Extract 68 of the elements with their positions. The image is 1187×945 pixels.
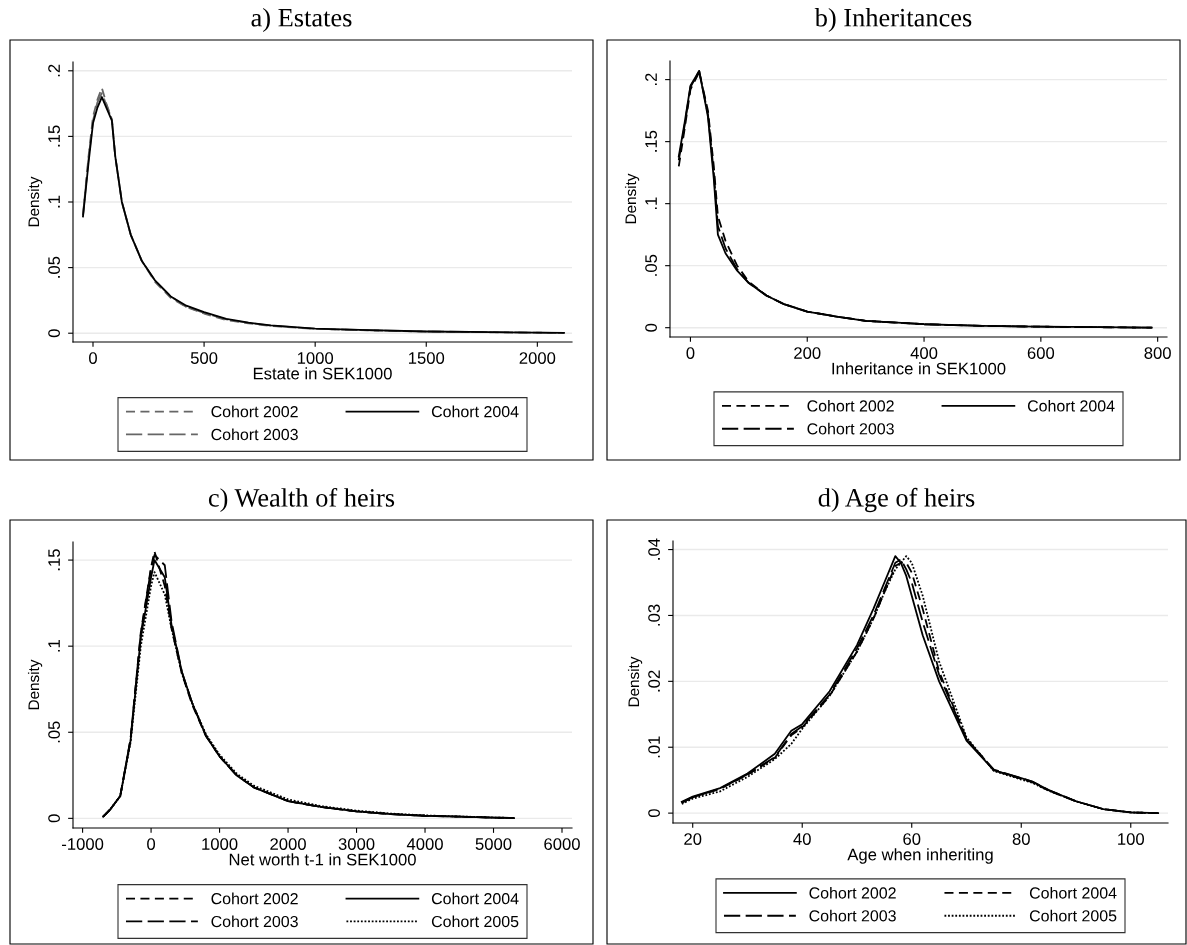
x-tick-label: 400	[910, 347, 938, 359]
x-axis-title: Net worth t-1 in SEK1000	[229, 853, 416, 866]
x-tick-label: 600	[1027, 347, 1055, 359]
y-axis-title: Density	[27, 659, 43, 710]
y-tick-label: 0	[648, 809, 660, 818]
x-tick-label: 0	[89, 352, 97, 364]
x-tick-label: 800	[1144, 347, 1171, 359]
x-axis-title: Estate in SEK1000	[253, 367, 392, 380]
y-tick-label: .1	[48, 195, 60, 208]
x-tick-label: 1500	[408, 352, 445, 364]
legend-label: Cohort 2002	[211, 892, 298, 905]
y-tick-label: 0	[48, 329, 60, 338]
legend-label: Cohort 2005	[431, 915, 519, 928]
y-tick-label: .1	[645, 197, 657, 210]
y-tick-label: .04	[648, 538, 660, 560]
y-tick-label: 0	[48, 814, 60, 823]
chart-title: c) Wealth of heirs	[208, 487, 395, 513]
legend-label: Cohort 2002	[809, 886, 896, 899]
x-tick-label: 6000	[544, 838, 580, 850]
legend-label: Cohort 2004	[431, 892, 519, 905]
x-tick-label: 500	[190, 352, 218, 364]
legend-label: Cohort 2003	[809, 909, 896, 922]
x-tick-label: 200	[794, 347, 821, 359]
legend-label: Cohort 2005	[1029, 909, 1117, 922]
x-tick-label: 20	[684, 833, 702, 845]
x-axis-title: Age when inheriting	[847, 848, 993, 864]
y-tick-label: .05	[48, 721, 60, 743]
y-axis-title: Density	[624, 173, 640, 224]
chart-title: a) Estates	[251, 8, 352, 32]
y-tick-label: .03	[648, 604, 660, 626]
x-tick-label: 2000	[519, 352, 556, 364]
legend-label: Cohort 2002	[211, 405, 298, 418]
x-tick-label: 60	[903, 833, 921, 845]
y-tick-label: .2	[48, 64, 60, 77]
y-tick-label: .01	[648, 736, 660, 758]
x-axis-title: Inheritance in SEK1000	[832, 362, 1006, 375]
x-tick-label: 2000	[270, 838, 306, 850]
y-tick-label: .15	[645, 130, 657, 152]
x-tick-label: -1000	[62, 838, 104, 850]
x-tick-label: 1000	[297, 352, 334, 364]
y-tick-label: .15	[48, 125, 60, 147]
chart-title: b) Inheritances	[814, 8, 972, 32]
y-tick-label: .05	[48, 256, 60, 278]
legend-label: Cohort 2003	[211, 915, 298, 928]
y-tick-label: .1	[48, 640, 60, 652]
x-tick-label: 100	[1118, 833, 1145, 845]
x-tick-label: 3000	[338, 838, 375, 850]
x-tick-label: 1000	[202, 838, 238, 850]
legend-label: Cohort 2003	[807, 422, 894, 435]
legend-label: Cohort 2003	[211, 428, 298, 441]
legend-label: Cohort 2004	[431, 405, 519, 418]
y-axis-title: Density	[627, 656, 643, 707]
legend-label: Cohort 2004	[1027, 399, 1115, 412]
x-tick-label: 40	[793, 833, 811, 845]
x-tick-label: 5000	[475, 838, 512, 850]
chart-title: d) Age of heirs	[818, 487, 975, 513]
x-tick-label: 0	[147, 838, 156, 850]
y-tick-label: .05	[645, 254, 657, 276]
y-tick-label: .2	[645, 73, 657, 86]
legend-label: Cohort 2004	[1029, 886, 1117, 899]
y-axis-title: Density	[27, 176, 43, 227]
x-tick-label: 80	[1012, 833, 1030, 845]
legend-label: Cohort 2002	[807, 399, 894, 412]
y-tick-label: 0	[645, 323, 657, 332]
x-tick-label: 4000	[406, 838, 443, 850]
y-tick-label: .15	[48, 549, 60, 571]
y-tick-label: .02	[648, 670, 660, 692]
x-tick-label: 0	[686, 347, 695, 359]
